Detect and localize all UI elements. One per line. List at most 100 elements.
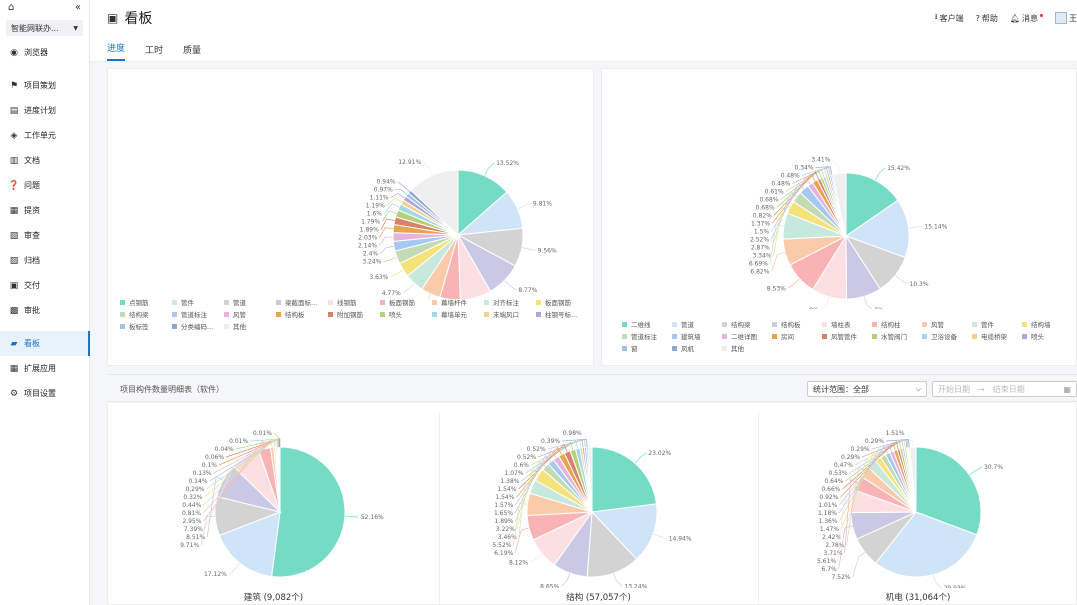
sidebar-item-delivery[interactable]: ▣ 交付	[0, 273, 89, 298]
label-leader-line	[515, 460, 546, 522]
legend-item[interactable]: 结构梁	[120, 309, 149, 319]
project-selector[interactable]: 智能网联办... ▼	[6, 20, 83, 36]
legend-item[interactable]: 结构墙	[1022, 319, 1051, 329]
legend-label: 管件	[181, 299, 194, 307]
legend-item[interactable]: 风管	[224, 309, 246, 319]
legend-left: 点钢筋 管件 管道 梁截面标... 线钢筋 板面钢筋 幕墙杆件 对齐标注 板面钢筋结构梁 管道标注…	[120, 297, 590, 367]
sidebar-item-apps[interactable]: ▦ 扩展应用	[0, 356, 89, 381]
pie-slice[interactable]	[271, 446, 346, 578]
legend-item[interactable]: 风管	[922, 319, 944, 329]
legend-item[interactable]: 管件	[172, 297, 194, 307]
sidebar-item-submit[interactable]: ▦ 提资	[0, 198, 89, 223]
legend-item[interactable]: 结构板	[772, 319, 801, 329]
date-range-picker[interactable]: 开始日期 → 结束日期 ▦	[932, 381, 1077, 397]
pie-slice[interactable]	[457, 169, 508, 237]
legend-label: 喷头	[1031, 333, 1044, 341]
legend-item[interactable]: 房间	[772, 331, 794, 341]
sidebar-item-approve[interactable]: ▩ 审批	[0, 298, 89, 323]
message-button[interactable]: 🔔︎ 消息	[1010, 13, 1043, 24]
legend-swatch	[622, 321, 627, 327]
sidebar-item-archive[interactable]: ▨ 归档	[0, 248, 89, 273]
pie-slice[interactable]	[218, 511, 281, 578]
label-leader-line	[815, 166, 833, 175]
legend-item[interactable]: 二维线	[622, 319, 651, 329]
pie-slice[interactable]	[591, 446, 658, 513]
help-button[interactable]: ? 帮助	[976, 13, 998, 24]
legend-item[interactable]: 末端风口	[484, 309, 519, 319]
pie-slice[interactable]	[832, 172, 847, 237]
legend-item[interactable]: 结构梁	[722, 319, 751, 329]
data-label: 2.95%	[182, 518, 201, 525]
legend-item[interactable]: 幕墙单元	[432, 309, 467, 319]
pie-slice[interactable]	[590, 503, 658, 560]
legend-item[interactable]: 点钢筋	[120, 297, 149, 307]
tab-quality[interactable]: 质量	[183, 46, 202, 56]
legend-item[interactable]: 管件	[972, 319, 994, 329]
client-button[interactable]: ⭳ 客户端	[935, 11, 964, 25]
legend-swatch	[772, 321, 777, 327]
home-icon[interactable]: ⌂	[8, 1, 15, 13]
legend-item[interactable]: 其他	[722, 343, 744, 353]
sidebar-item-schedule[interactable]: ▤ 进度计划	[0, 98, 89, 123]
legend-label: 梁截面标...	[285, 299, 318, 307]
legend-item[interactable]: 风管管件	[822, 331, 857, 341]
label-leader-line	[209, 438, 279, 482]
sidebar-item-gear[interactable]: ⚙ 项目设置	[0, 381, 89, 406]
legend-item[interactable]: 喷头	[380, 309, 402, 319]
pie-slice[interactable]	[875, 511, 978, 578]
legend-item[interactable]: 卫浴设备	[922, 331, 957, 341]
data-label: 0.94%	[377, 179, 396, 186]
legend-item[interactable]: 对齐标注	[484, 297, 519, 307]
pie-slice[interactable]	[587, 446, 593, 513]
sidebar-item-board[interactable]: ▰ 看板	[0, 331, 90, 356]
legend-item[interactable]: 柱钢号标...	[536, 309, 577, 319]
pie-slice[interactable]	[915, 446, 982, 536]
legend-item[interactable]: 墙柱表	[822, 319, 851, 329]
tab-progress[interactable]: 进度	[107, 41, 126, 61]
tab-hours[interactable]: 工时	[145, 46, 164, 56]
legend-item[interactable]: 板面钢筋	[380, 297, 415, 307]
collapse-icon[interactable]: «	[74, 1, 81, 13]
legend-item[interactable]: 其他	[224, 321, 246, 331]
sidebar-item-document[interactable]: ▥ 文档	[0, 148, 89, 173]
legend-item[interactable]: 附加钢筋	[328, 309, 363, 319]
legend-item[interactable]: 管道标注	[172, 309, 207, 319]
legend-item[interactable]: 线钢筋	[328, 297, 357, 307]
legend-item[interactable]: 管道标注	[622, 331, 657, 341]
legend-item[interactable]: 管道	[224, 297, 246, 307]
pie-slice[interactable]	[457, 234, 492, 299]
pie-slice[interactable]	[845, 172, 899, 237]
sidebar-item-question[interactable]: ❓ 问题	[0, 173, 89, 198]
data-label: 0.29%	[865, 438, 884, 445]
legend-item[interactable]: 板面钢筋	[536, 297, 571, 307]
legend-item[interactable]: 结构柱	[872, 319, 901, 329]
divider	[439, 413, 440, 604]
pie-slice[interactable]	[410, 169, 459, 237]
legend-item[interactable]: 风机	[672, 343, 694, 353]
legend-item[interactable]: 分类编码...	[172, 321, 213, 331]
end-date-input[interactable]: 结束日期	[992, 384, 1025, 394]
legend-item[interactable]: 梁截面标...	[276, 297, 317, 307]
legend-item[interactable]: 水管阀门	[872, 331, 907, 341]
sidebar-item-review[interactable]: ▧ 审查	[0, 223, 89, 248]
data-label: 0.64%	[824, 478, 843, 485]
user-menu[interactable]: 王	[1055, 12, 1077, 24]
legend-item[interactable]: 窗	[622, 343, 638, 353]
start-date-input[interactable]: 开始日期	[938, 384, 970, 394]
legend-item[interactable]: 结构板	[276, 309, 305, 319]
legend-item[interactable]: 电缆桥架	[972, 331, 1007, 341]
legend-item[interactable]: 幕墙杆件	[432, 297, 467, 307]
legend-item[interactable]: 二维详图	[722, 331, 757, 341]
legend-item[interactable]: 喷头	[1022, 331, 1044, 341]
legend-item[interactable]: 板标签	[120, 321, 149, 331]
pie-slice[interactable]	[586, 510, 638, 578]
scope-select[interactable]: 统计范围：全部 ⌵	[807, 381, 927, 397]
sidebar-item-browser[interactable]: ◉ 浏览器	[0, 40, 89, 65]
data-label: 1.07%	[505, 470, 524, 477]
data-label: 0.39%	[541, 438, 560, 445]
sidebar-item-flag[interactable]: ⚑ 项目策划	[0, 73, 89, 98]
legend-item[interactable]: 建筑墙	[672, 331, 701, 341]
legend-item[interactable]: 管道	[672, 319, 694, 329]
pie-slice[interactable]	[909, 446, 917, 513]
sidebar-item-cube[interactable]: ◈ 工作单元	[0, 123, 89, 148]
